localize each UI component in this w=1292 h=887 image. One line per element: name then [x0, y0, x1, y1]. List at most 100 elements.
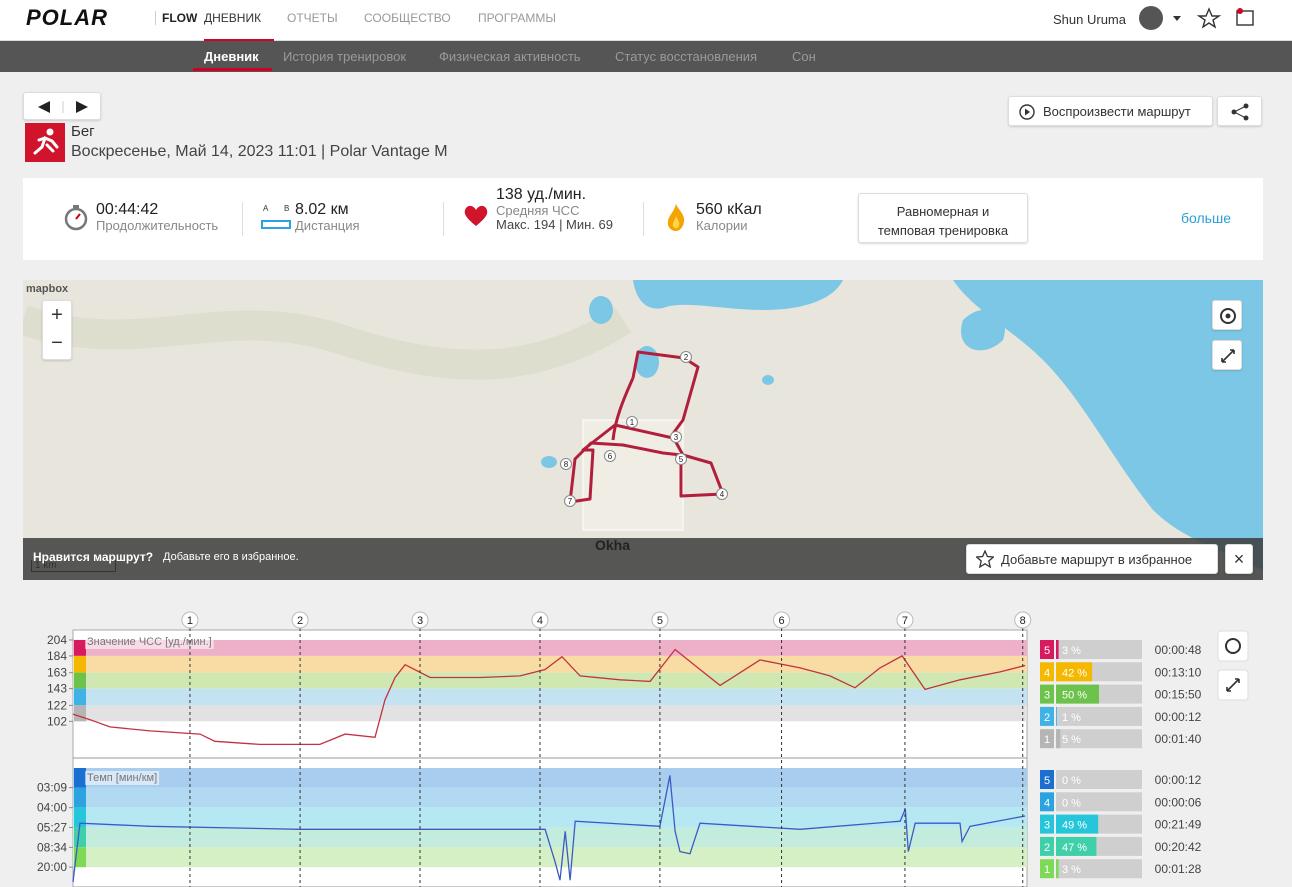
zone-number-box	[1040, 729, 1054, 749]
close-button[interactable]: ×	[1225, 544, 1253, 574]
zoom-in[interactable]: +	[51, 304, 63, 326]
map-canvas[interactable]	[23, 280, 1263, 580]
map-settings[interactable]	[1212, 300, 1242, 330]
lap-marker	[1014, 611, 1032, 629]
nav-item[interactable]: СООБЩЕСТВО	[364, 11, 451, 25]
lap-label: 8	[1020, 615, 1026, 627]
notifications-icon[interactable]	[1236, 10, 1254, 26]
zone-bar-bg	[1056, 859, 1142, 879]
subnav-item[interactable]: Дневник	[204, 49, 259, 64]
route-marker[interactable]: 3	[670, 431, 682, 443]
expand-icon	[1226, 678, 1240, 692]
y-tick-label: 20:00	[37, 860, 67, 874]
play-route-button[interactable]: Воспроизвести маршрут	[1008, 96, 1213, 126]
route-marker[interactable]: 2	[680, 351, 692, 363]
chart-title: Значение ЧСС [уд./мин.]	[87, 636, 212, 648]
route-marker[interactable]: 6	[604, 450, 616, 462]
training-type-button[interactable]: Равномерная и темповая тренировка	[858, 193, 1028, 243]
subnav-item[interactable]: Статус восстановления	[615, 49, 758, 64]
map-attribution[interactable]: mapbox	[26, 283, 69, 295]
zone-number: 4	[1044, 797, 1050, 809]
zone-number: 3	[1044, 690, 1050, 702]
map-expand[interactable]	[1212, 340, 1242, 370]
zone-number-box	[1040, 836, 1054, 856]
zone-strip	[74, 688, 86, 706]
route-marker[interactable]: 8	[560, 458, 572, 470]
zoom-out[interactable]: −	[51, 332, 63, 354]
zone-band	[73, 787, 1027, 808]
share-icon	[1231, 103, 1249, 121]
route-marker[interactable]: 4	[716, 488, 728, 500]
stopwatch-icon	[64, 205, 88, 231]
share-button[interactable]	[1217, 96, 1262, 126]
user-name[interactable]: Shun Uruma	[1053, 12, 1126, 27]
route-marker[interactable]: 1	[626, 416, 638, 428]
zone-strip	[74, 655, 86, 673]
data-line	[72, 648, 1026, 746]
nav-item[interactable]: ДНЕВНИК	[204, 11, 262, 25]
flame-icon	[667, 204, 685, 231]
zone-time: 00:00:06	[1155, 795, 1202, 809]
session-details: Воскресенье, Май 14, 2023 11:01 | Polar …	[71, 143, 448, 160]
lap-marker	[181, 611, 199, 629]
y-tick-label: 08:34	[37, 840, 67, 854]
subnav-item[interactable]: История тренировок	[283, 49, 407, 64]
next-button[interactable]	[76, 101, 88, 113]
zone-bar	[1056, 662, 1093, 682]
zone-number: 5	[1044, 775, 1050, 787]
calories-label: Калории	[696, 218, 748, 233]
lap-label: 4	[537, 615, 543, 627]
zone-bar	[1056, 640, 1059, 659]
zone-time: 00:21:49	[1155, 818, 1202, 832]
avatar[interactable]	[1139, 6, 1163, 30]
nav-item[interactable]: ОТЧЕТЫ	[287, 11, 338, 25]
zone-time: 00:20:42	[1155, 840, 1202, 854]
zone-percent: 47 %	[1062, 842, 1087, 854]
route-marker[interactable]: 7	[564, 495, 576, 507]
zone-number-box	[1040, 706, 1054, 726]
y-tick-label: 05:27	[37, 820, 67, 834]
duration-label: Продолжительность	[96, 218, 219, 233]
route-marker[interactable]: 5	[675, 453, 687, 465]
favorite-button[interactable]: Добавьте маршрут в избранное	[966, 544, 1218, 574]
divider	[242, 202, 243, 236]
zone-bar-bg	[1056, 770, 1142, 789]
favorite-prompt: Нравится маршрут?	[33, 550, 154, 564]
zone-number-box	[1040, 859, 1054, 879]
subnav-item[interactable]: Сон	[792, 49, 816, 64]
zone-percent: 1 %	[1062, 712, 1081, 724]
zone-time: 00:01:40	[1155, 732, 1202, 746]
zone-number: 2	[1044, 712, 1050, 724]
zone-time: 00:00:48	[1155, 643, 1202, 657]
subnav-item[interactable]: Физическая активность	[439, 49, 581, 64]
product-name[interactable]: FLOW	[155, 11, 197, 25]
zone-number: 2	[1044, 842, 1050, 854]
brand-logo[interactable]: POLAR	[26, 5, 108, 30]
city-label: Okha	[595, 537, 631, 553]
subnav-underline	[193, 68, 272, 71]
more-link[interactable]: больше	[1181, 210, 1231, 226]
favorites-icon[interactable]	[1196, 7, 1222, 29]
prev-button[interactable]	[38, 101, 50, 113]
zone-number-box	[1040, 640, 1054, 659]
zone-strip	[74, 807, 86, 828]
chart-settings[interactable]	[1217, 630, 1249, 662]
nav-item[interactable]: ПРОГРАММЫ	[478, 11, 557, 25]
favorite-hint: Добавьте его в избранное.	[163, 551, 299, 563]
zone-bar	[1056, 836, 1097, 856]
zone-band	[73, 807, 1027, 828]
zone-bar	[1056, 729, 1061, 749]
zone-strip	[74, 672, 86, 689]
chart-title: Темп [мин/км]	[87, 772, 157, 784]
dropdown-arrow[interactable]	[1173, 16, 1181, 21]
map-scale: 1 km	[31, 560, 116, 572]
zone-bar	[1056, 706, 1057, 726]
zone-time: 00:13:10	[1155, 665, 1202, 679]
sport-name: Бег	[71, 123, 95, 140]
zone-number: 1	[1044, 734, 1050, 746]
lap-marker	[411, 611, 429, 629]
distance-value: 8.02 км	[295, 201, 349, 218]
zone-band	[73, 672, 1027, 689]
